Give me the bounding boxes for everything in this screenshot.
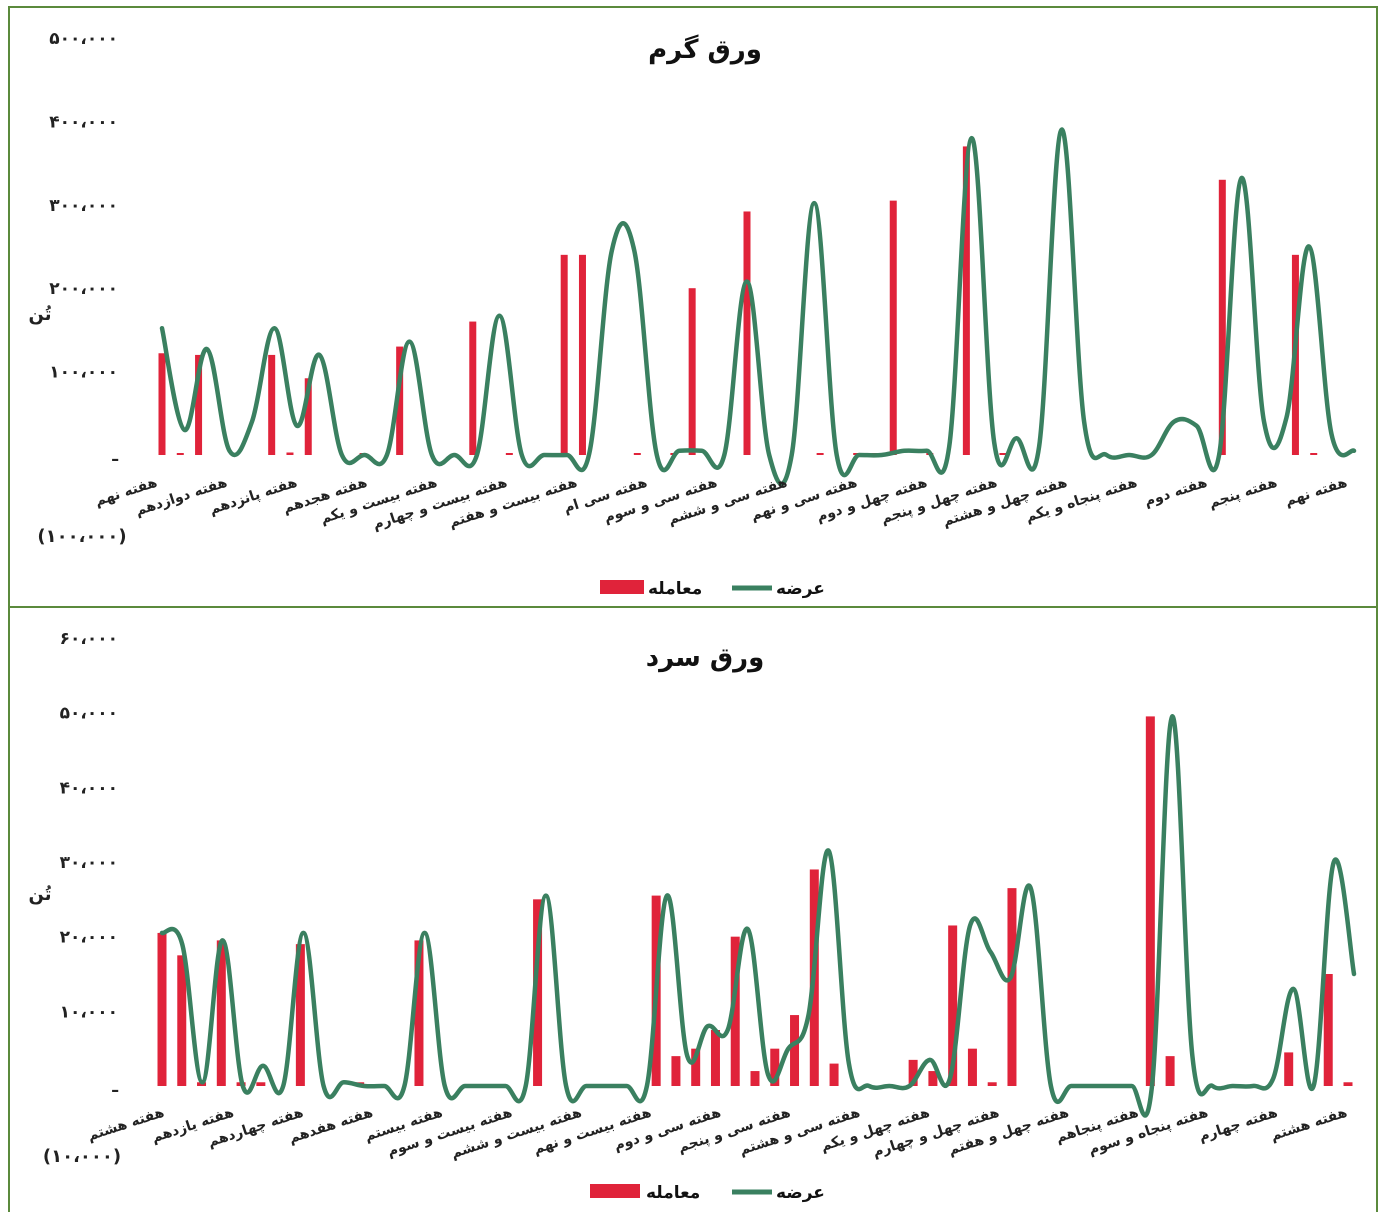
bar-transaction xyxy=(533,899,543,1086)
legend: معامله عرضه xyxy=(600,579,825,599)
bar-transaction xyxy=(304,378,312,455)
y-tick-label: ۳۰،۰۰۰ xyxy=(60,853,118,873)
chart-panel-hot-rolled: ورق گرم تُن (۱۰۰،۰۰۰) ـ ۱۰۰،۰۰۰ ۲۰۰،۰۰۰ ۳۰۰… xyxy=(8,6,1378,608)
chart-title: ورق سرد xyxy=(646,643,765,673)
unit-label: (۱۰۰،۰۰۰) xyxy=(37,526,126,547)
legend-bar-label: معامله xyxy=(646,1183,700,1203)
bar-transaction xyxy=(1145,716,1155,1086)
bar-transaction xyxy=(816,453,824,455)
hot-rolled-chart: ورق گرم تُن (۱۰۰،۰۰۰) ـ ۱۰۰،۰۰۰ ۲۰۰،۰۰۰ ۳۰۰… xyxy=(29,29,1357,599)
x-tick-label: هفته هشتم xyxy=(1269,1105,1350,1145)
bar-transaction xyxy=(1323,974,1333,1086)
bar-transaction xyxy=(216,940,226,1086)
legend-bar-swatch xyxy=(590,1184,640,1198)
y-tick-label: ـ xyxy=(111,446,118,466)
legend-line-label: عرضه xyxy=(776,579,825,599)
y-tick-label: ۴۰۰،۰۰۰ xyxy=(49,112,118,132)
y-tick-label: ۵۰۰،۰۰۰ xyxy=(49,29,118,49)
chart-panel-cold-rolled: ورق سرد تُن (۱۰،۰۰۰) ـ ۱۰،۰۰۰ ۲۰،۰۰۰ ۳۰،۰۰۰… xyxy=(8,606,1378,1212)
bar-transaction xyxy=(691,1048,701,1086)
y-tick-label: ۶۰،۰۰۰ xyxy=(60,629,118,649)
bar-transaction xyxy=(195,354,203,455)
bar-transaction xyxy=(1218,179,1226,455)
legend-line-label: عرضه xyxy=(776,1183,825,1203)
bar-transaction xyxy=(578,254,586,455)
bar-transaction xyxy=(560,254,568,455)
cold-rolled-chart: ورق سرد تُن (۱۰،۰۰۰) ـ ۱۰،۰۰۰ ۲۰،۰۰۰ ۳۰،۰۰۰… xyxy=(29,629,1357,1203)
bar-transaction xyxy=(790,1015,800,1086)
line-supply xyxy=(159,714,1357,1118)
bar-transaction xyxy=(157,932,167,1086)
bar-transaction xyxy=(750,1071,760,1086)
bar-transaction xyxy=(671,1056,681,1086)
y-tick-label: ۱۰۰،۰۰۰ xyxy=(49,363,118,383)
bar-transaction xyxy=(730,936,740,1086)
legend-bar-swatch xyxy=(600,580,644,594)
x-tick-label: هفته دوم xyxy=(1142,475,1209,510)
bar-transaction xyxy=(908,1059,918,1086)
bar-transaction xyxy=(286,452,294,455)
legend: معامله عرضه xyxy=(590,1183,825,1203)
bar-transaction xyxy=(1007,888,1017,1086)
bar-transaction xyxy=(688,288,696,455)
bar-transaction xyxy=(710,1030,720,1086)
y-axis-title: تُن xyxy=(29,884,52,905)
bar-transaction xyxy=(176,453,184,455)
unit-label: (۱۰،۰۰۰) xyxy=(43,1146,121,1167)
legend-bar-label: معامله xyxy=(648,579,702,599)
bar-transaction xyxy=(1343,1082,1353,1086)
bar-transaction xyxy=(177,955,187,1086)
y-tick-label: ۳۰۰،۰۰۰ xyxy=(49,196,118,216)
chart-title: ورق گرم xyxy=(648,34,762,65)
bar-transaction xyxy=(743,211,751,455)
bar-transaction xyxy=(1284,1052,1294,1086)
y-tick-label: ۱۰،۰۰۰ xyxy=(60,1002,118,1022)
bar-transaction xyxy=(987,1082,997,1086)
y-tick-label: ۴۰،۰۰۰ xyxy=(60,778,118,798)
bar-transaction xyxy=(505,453,513,455)
y-tick-label: ۵۰،۰۰۰ xyxy=(60,704,118,724)
bar-transaction xyxy=(396,346,404,455)
bar-transaction xyxy=(948,925,958,1086)
bar-transaction xyxy=(414,940,424,1086)
bar-transaction xyxy=(829,1063,839,1086)
bar-transaction xyxy=(633,453,641,455)
y-tick-label: ۲۰۰،۰۰۰ xyxy=(49,279,118,299)
x-tick-label: هفته چهارم xyxy=(1197,1105,1280,1145)
bar-transaction xyxy=(1310,453,1318,455)
bar-transaction xyxy=(999,453,1007,455)
y-tick-label: ۲۰،۰۰۰ xyxy=(60,928,118,948)
bar-transaction xyxy=(928,1071,938,1086)
bar-transaction xyxy=(889,200,897,455)
bar-transaction xyxy=(469,321,477,455)
x-tick-label: هفته نهم xyxy=(1283,475,1349,510)
bar-transaction xyxy=(256,1082,266,1086)
bar-transaction xyxy=(1165,1056,1175,1086)
y-axis-title: تُن xyxy=(29,304,52,325)
bar-transaction xyxy=(770,1048,780,1086)
bar-transaction xyxy=(158,353,166,455)
y-tick-label: ـ xyxy=(111,1077,118,1097)
x-tick-label: هفته چهل و هفتم xyxy=(946,1105,1070,1159)
bar-transaction xyxy=(967,1048,977,1086)
bar-transaction xyxy=(295,944,305,1086)
bar-transaction xyxy=(962,146,970,456)
bar-transaction xyxy=(268,354,276,455)
x-tick-label: هفته پنجم xyxy=(1207,475,1279,512)
line-supply xyxy=(159,127,1357,486)
